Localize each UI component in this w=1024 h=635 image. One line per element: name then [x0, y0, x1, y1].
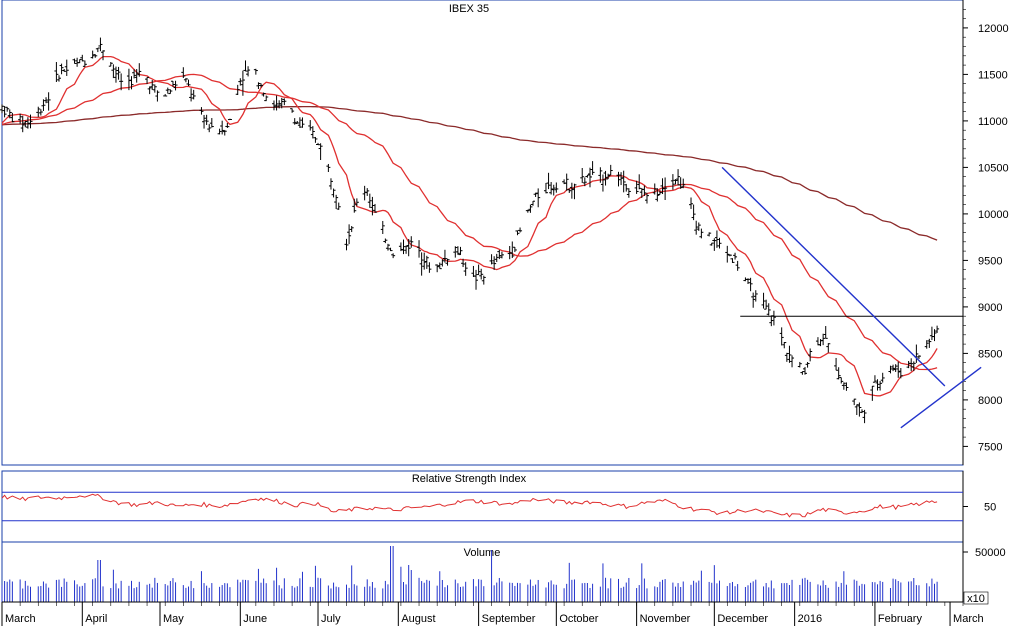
ma-short-path — [1, 55, 938, 397]
price-y-tick-label: 11000 — [978, 116, 1008, 128]
x-month-label: November — [640, 613, 691, 625]
price-y-tick-label: 10500 — [978, 162, 1009, 174]
x-month-label: March — [953, 613, 984, 625]
x-month-label: May — [163, 613, 184, 625]
volume-y-tick-label: 50000 — [975, 547, 1006, 559]
volume-scale-box — [963, 591, 989, 605]
price-y-tick-label: 10000 — [978, 209, 1009, 221]
annotations — [721, 166, 982, 429]
x-month-label: September — [482, 613, 536, 625]
volume-y-axis: 50000 — [962, 542, 1006, 602]
x-axis: March April May June July August September Octo… — [1, 601, 984, 626]
rsi-y-axis: 50 — [962, 471, 996, 542]
x-month-label: July — [321, 613, 341, 625]
x-month-label: March — [5, 613, 36, 625]
price-y-tick-label: 9500 — [978, 255, 1002, 267]
price-title: IBEX 35 — [449, 3, 489, 15]
price-y-tick-label: 9000 — [978, 302, 1002, 314]
price-panel-frame — [1, 0, 964, 466]
price-y-tick-label: 7500 — [978, 441, 1002, 453]
ma-short-line — [1, 55, 938, 397]
x-month-label: June — [243, 613, 267, 625]
price-y-axis: 7500 8000 8500 9000 9500 10000 10500 11000 11500… — [962, 0, 1009, 465]
rsi-y-tick-label: 50 — [984, 502, 996, 514]
ma-medium-path — [1, 73, 938, 371]
ma-medium-line — [1, 73, 938, 371]
trend-line — [721, 166, 946, 387]
volume-bars — [1, 546, 938, 602]
rsi-title: Relative Strength Index — [412, 473, 527, 485]
price-y-tick-label: 8000 — [978, 395, 1002, 407]
x-month-label: April — [85, 613, 107, 625]
x-month-label: December — [717, 613, 768, 625]
rsi-series — [1, 493, 938, 518]
price-bars — [0, 37, 940, 424]
ma-long-line — [1, 105, 938, 241]
price-y-tick-label: 8500 — [978, 348, 1002, 360]
x-month-label: October — [559, 613, 598, 625]
price-y-tick-label: 11500 — [978, 69, 1008, 81]
volume-title: Volume — [464, 547, 501, 559]
rsi-lines — [1, 491, 963, 522]
ma-long-path — [1, 105, 938, 241]
x-month-label: 2016 — [798, 613, 822, 625]
volume-scale-label: x10 — [967, 593, 985, 605]
trend-line — [900, 366, 982, 429]
price-y-tick-label: 12000 — [978, 23, 1009, 35]
x-month-label: February — [878, 613, 923, 625]
x-month-label: August — [401, 613, 435, 625]
